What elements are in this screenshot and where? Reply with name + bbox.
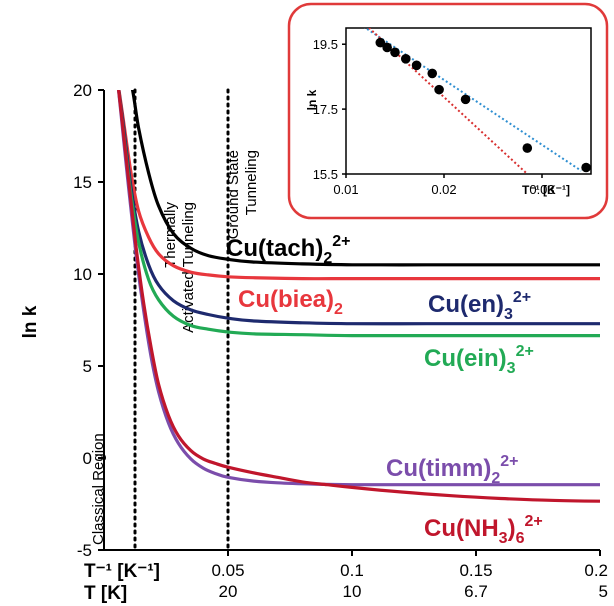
inset-plot: 19.5 17.5 15.50.01 0.02 0.03 ln k T⁻¹ [K⁻¹] bbox=[287, 2, 609, 220]
series-label-4: Cu(timm)22+ bbox=[386, 453, 518, 487]
series-line-1 bbox=[117, 90, 600, 281]
series-line-5 bbox=[117, 90, 600, 503]
inset-y-axis-title: ln k bbox=[305, 89, 319, 110]
series-label-1: Cu(biea)2 bbox=[238, 286, 343, 318]
series-label-0: Cu(tach)22+ bbox=[226, 233, 350, 267]
inset-data-point bbox=[434, 84, 444, 95]
x-secondary-tick-label: 5 bbox=[599, 582, 608, 601]
x-secondary-tick-label: 6.7 bbox=[464, 582, 488, 601]
inset-data-point bbox=[427, 68, 438, 79]
inset-x-axis-title: T⁻¹ [K⁻¹] bbox=[522, 183, 570, 197]
y-tick-label: 5 bbox=[83, 357, 92, 376]
series-label-5: Cu(NH3)62+ bbox=[424, 513, 543, 547]
inset-data-point bbox=[400, 54, 411, 64]
x-secondary-tick-label: 10 bbox=[343, 582, 362, 601]
series-label-3: Cu(ein)32+ bbox=[424, 343, 534, 377]
region-label-ground: Ground StateTunneling bbox=[225, 150, 260, 239]
region-label-classical: Classical Region bbox=[90, 433, 107, 545]
series-label-2: Cu(en)32+ bbox=[428, 289, 531, 323]
x-secondary-tick-label: 20 bbox=[219, 582, 238, 601]
inset-x-tick-label: 0.02 bbox=[431, 182, 456, 197]
x-axis-title-secondary: T [K] bbox=[84, 583, 127, 604]
x-tick-label: 0.15 bbox=[459, 561, 492, 580]
x-tick-label: 0.1 bbox=[340, 561, 364, 580]
x-tick-label: 0.05 bbox=[211, 561, 244, 580]
inset-data-point bbox=[522, 143, 533, 153]
inset-data-point bbox=[581, 162, 591, 173]
x-tick-label: 0.2 bbox=[584, 561, 608, 580]
inset-data-point bbox=[390, 47, 400, 58]
series-curves bbox=[116, 90, 600, 503]
inset-y-tick-label: 17.5 bbox=[313, 102, 338, 117]
x-axis-title-primary: T⁻¹ [K⁻¹] bbox=[84, 561, 160, 582]
inset-data-point bbox=[382, 42, 392, 53]
y-axis-title: ln k bbox=[20, 305, 41, 338]
main-plot: 20 15 10 5 0 -5 0.05 20 0.1 10 0.15 6.7 0.2 5 ln k T⁻¹ … bbox=[20, 81, 608, 604]
inset-data-point bbox=[375, 37, 386, 48]
inset-x-tick-label: 0.01 bbox=[333, 182, 358, 197]
series-line-3 bbox=[117, 90, 600, 338]
y-tick-label: 0 bbox=[83, 449, 92, 468]
y-tick-label: 20 bbox=[73, 81, 92, 100]
region-label-thermal: ThermallyActivated Tunneling bbox=[162, 202, 197, 333]
inset-y-tick-label: 15.5 bbox=[313, 167, 338, 182]
inset-x-tick-label: 0.03 bbox=[529, 182, 554, 197]
inset-data-point bbox=[460, 94, 471, 105]
y-tick-label: 15 bbox=[73, 173, 92, 192]
y-tick-label: -5 bbox=[77, 541, 92, 560]
inset-axes-box bbox=[345, 27, 592, 175]
y-tick-label: 10 bbox=[73, 265, 92, 284]
series-line-0 bbox=[130, 90, 600, 267]
inset-frame bbox=[287, 2, 609, 220]
inset-y-tick-label: 19.5 bbox=[313, 37, 338, 52]
inset-data-point bbox=[411, 60, 422, 71]
